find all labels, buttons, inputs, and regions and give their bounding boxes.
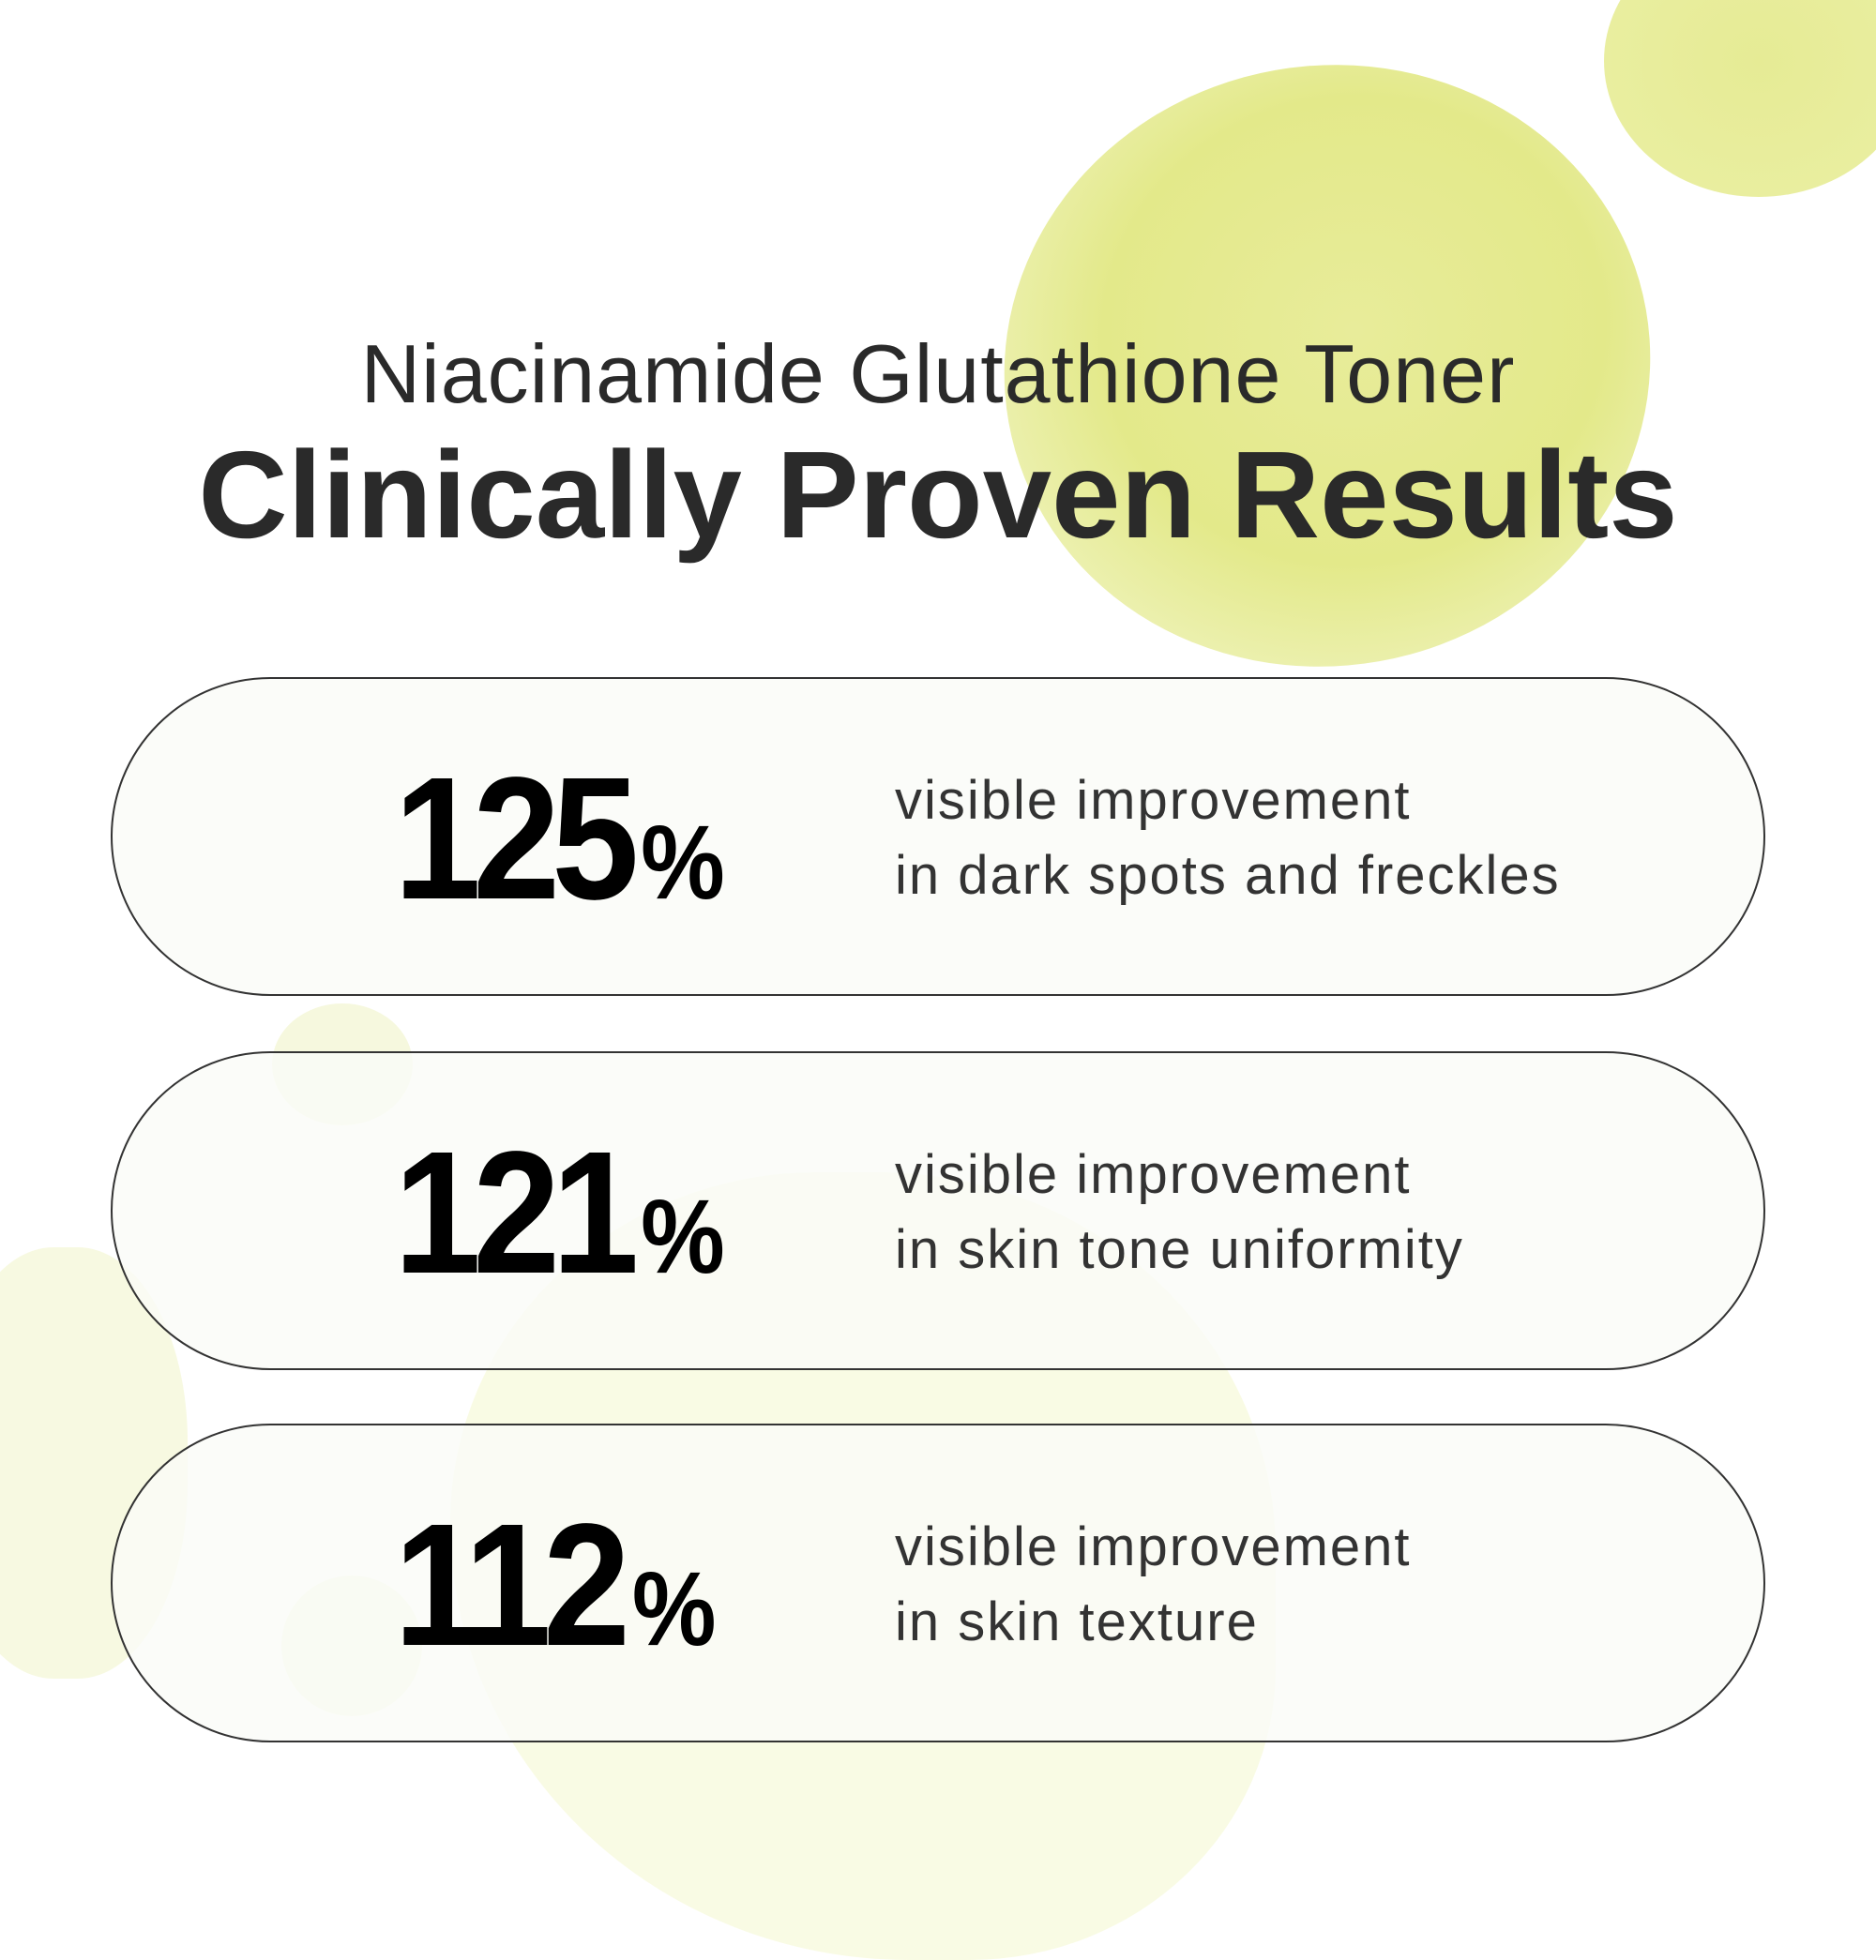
result-line1: visible improvement <box>895 770 1412 831</box>
result-card: 125% visible improvement in dark spots an… <box>111 677 1765 996</box>
result-card: 121% visible improvement in skin tone uni… <box>111 1051 1765 1370</box>
result-number: 125 <box>394 742 639 936</box>
result-value: 112% <box>394 1499 717 1673</box>
result-line1: visible improvement <box>895 1516 1412 1577</box>
result-line2: in skin tone uniformity <box>895 1219 1464 1280</box>
result-line2: in skin texture <box>895 1591 1259 1652</box>
percent-sign: % <box>641 804 725 921</box>
result-number: 112 <box>394 1488 630 1682</box>
percent-sign: % <box>641 1178 725 1295</box>
result-card: 112% visible improvement in skin texture <box>111 1424 1765 1742</box>
product-name: Niacinamide Glutathione Toner <box>360 327 1516 420</box>
result-value: 121% <box>394 1126 725 1301</box>
result-value: 125% <box>394 752 725 927</box>
result-number: 121 <box>394 1116 639 1310</box>
toner-droplet-top-right <box>1604 0 1876 197</box>
page-title: Clinically Proven Results <box>198 426 1678 564</box>
result-line1: visible improvement <box>895 1144 1412 1205</box>
result-description: visible improvement in skin tone uniformi… <box>895 1138 1464 1288</box>
result-description: visible improvement in dark spots and fre… <box>895 763 1561 913</box>
result-description: visible improvement in skin texture <box>895 1510 1412 1660</box>
result-line2: in dark spots and freckles <box>895 845 1561 906</box>
percent-sign: % <box>631 1550 717 1667</box>
